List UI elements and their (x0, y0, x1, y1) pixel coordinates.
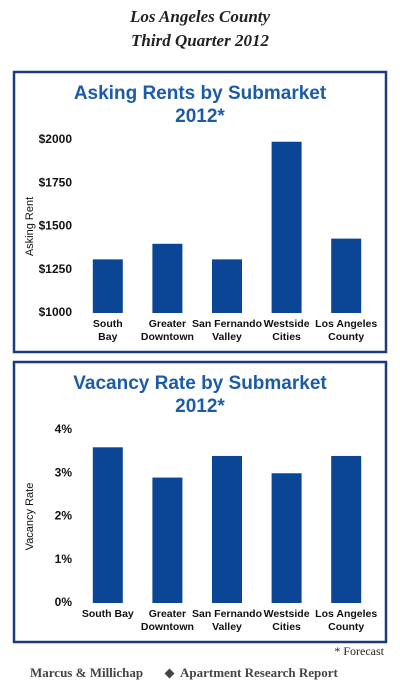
x-tick-label: Valley (212, 331, 242, 343)
x-tick-label: Los Angeles (315, 608, 377, 620)
y-tick-label: $1500 (39, 219, 73, 233)
page-title: Los Angeles County (129, 7, 271, 26)
x-tick-label: Downtown (141, 331, 194, 343)
bar (152, 243, 183, 313)
footnote: * Forecast (334, 644, 384, 658)
y-tick-label: $1250 (39, 262, 73, 276)
y-tick-label: 3% (55, 465, 73, 479)
y-tick-label: 1% (55, 552, 73, 566)
x-tick-label: Bay (98, 331, 117, 343)
x-tick-label: South Bay (82, 608, 134, 620)
chart-frame (12, 70, 388, 354)
chart-subtitle: 2012* (175, 106, 225, 127)
chart-title: Asking Rents by Submarket (74, 83, 327, 104)
bar (92, 259, 123, 313)
y-tick-label: $1750 (39, 175, 73, 189)
x-tick-label: Westside (264, 608, 310, 620)
y-tick-label: 4% (55, 422, 73, 436)
separator (164, 668, 175, 679)
report-name: Apartment Research Report (180, 665, 339, 680)
page-subtitle: Third Quarter 2012 (131, 31, 269, 50)
bar (331, 455, 362, 603)
chart-frame (12, 360, 388, 644)
y-tick-label: $2000 (39, 132, 73, 146)
y-axis-label: Vacancy Rate (24, 483, 36, 551)
y-tick-label: $1000 (39, 305, 73, 319)
y-tick-label: 0% (55, 595, 73, 609)
x-tick-label: Greater (149, 608, 186, 620)
x-tick-label: San Fernando (192, 608, 262, 620)
x-tick-label: County (328, 331, 364, 343)
chart-title: Vacancy Rate by Submarket (73, 373, 327, 394)
y-axis-label: Asking Rent (24, 197, 36, 256)
x-tick-label: Greater (149, 318, 186, 330)
bar (152, 477, 183, 603)
bar (271, 473, 302, 603)
x-tick-label: Los Angeles (315, 318, 377, 330)
y-tick-label: 2% (55, 509, 73, 523)
bar (212, 259, 242, 313)
chart-subtitle: 2012* (175, 396, 225, 417)
x-tick-label: Westside (264, 318, 310, 330)
bar (92, 447, 123, 603)
x-tick-label: Valley (212, 621, 242, 633)
bar (331, 238, 362, 313)
x-tick-label: South (93, 318, 123, 330)
brand: Marcus & Millichap (30, 665, 143, 680)
x-tick-label: Cities (272, 331, 301, 343)
x-tick-label: County (328, 621, 364, 633)
x-tick-label: San Fernando (192, 318, 262, 330)
x-tick-label: Cities (272, 621, 301, 633)
x-tick-label: Downtown (141, 621, 194, 633)
bar (212, 455, 242, 603)
bar (271, 141, 302, 313)
